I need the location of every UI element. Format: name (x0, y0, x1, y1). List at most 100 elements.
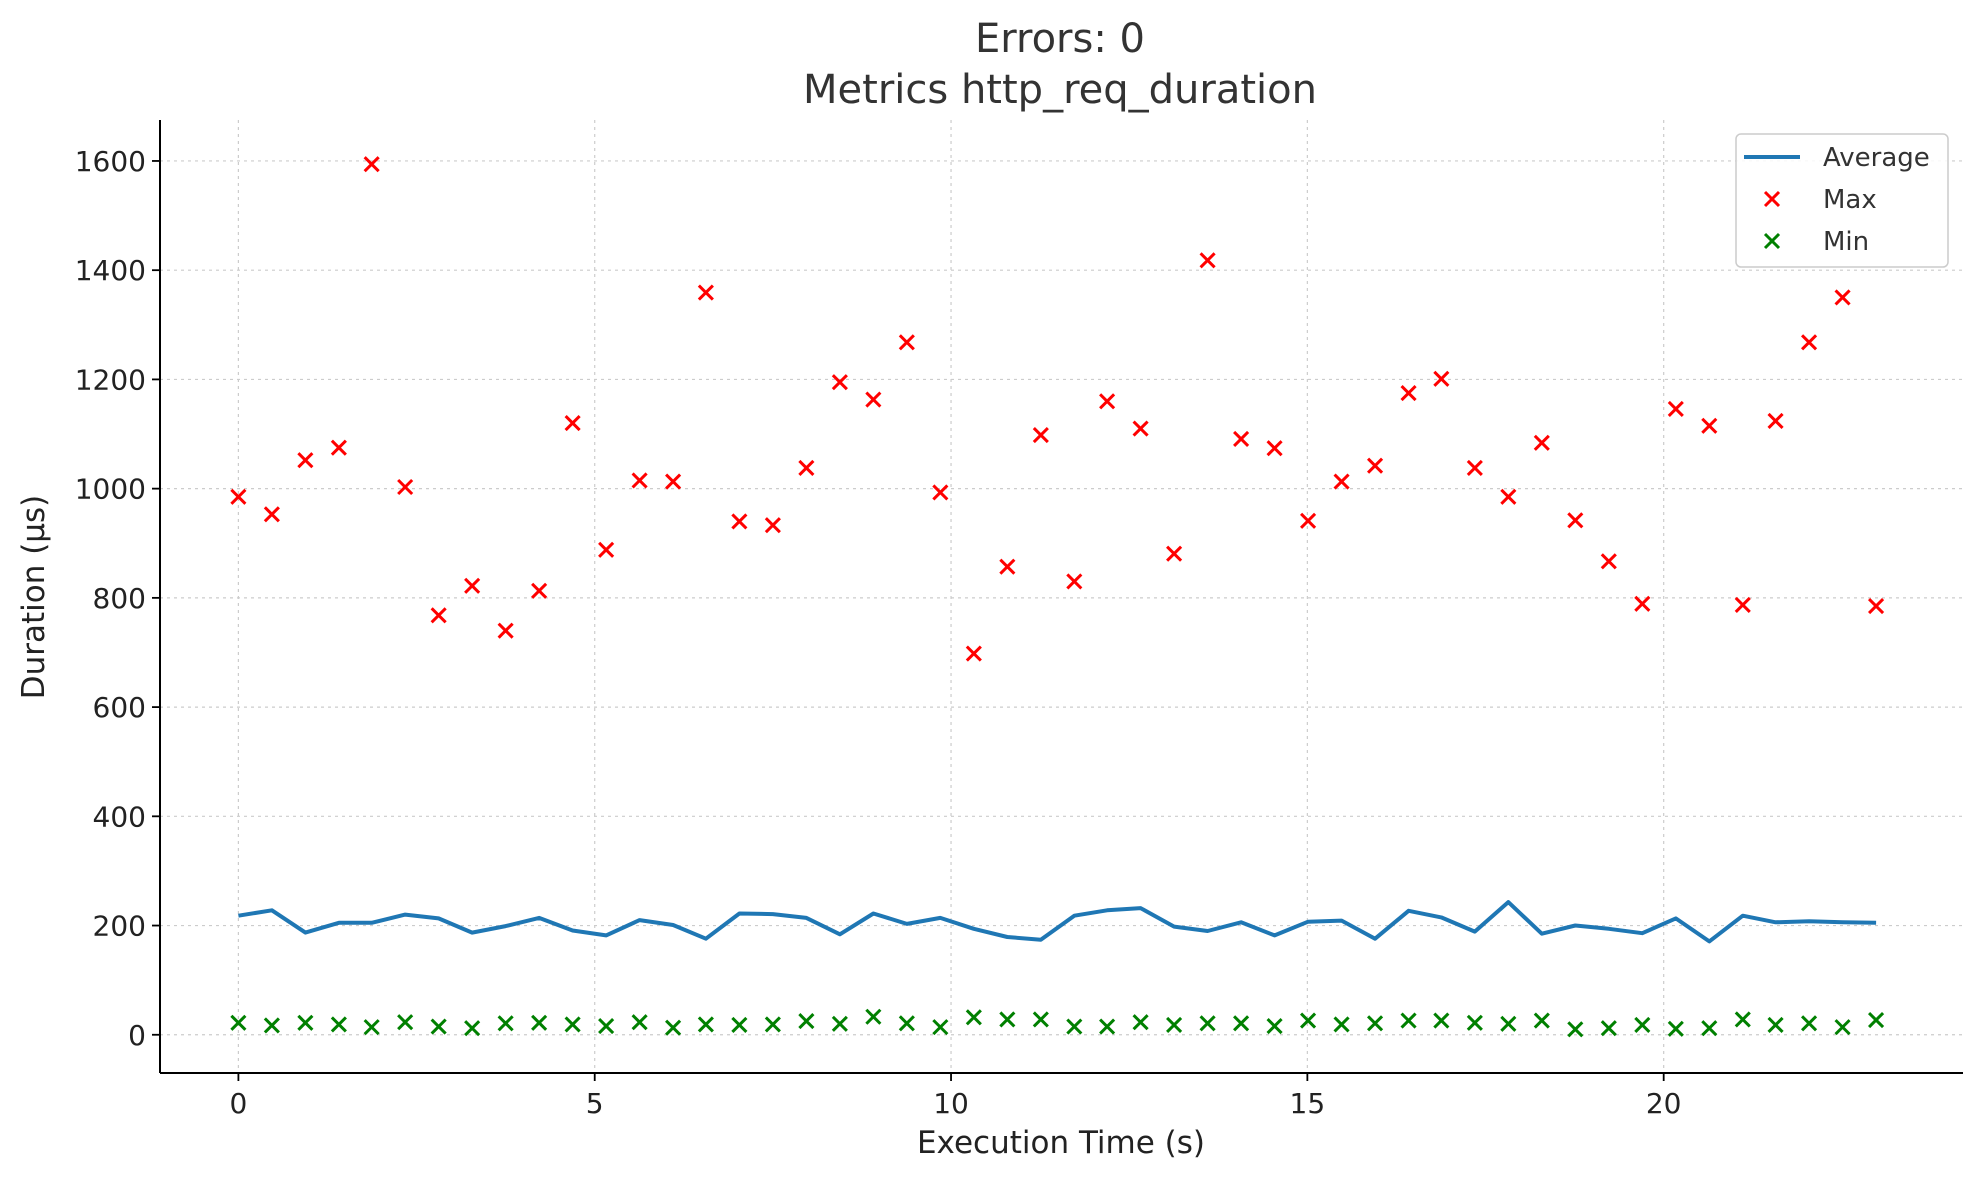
point-min (1333, 1016, 1350, 1033)
point-min (397, 1014, 414, 1031)
point-max (1300, 512, 1317, 529)
point-max (1266, 440, 1283, 457)
point-max (1333, 473, 1350, 490)
point-min (1600, 1020, 1617, 1037)
y-tick-label: 1200 (75, 363, 146, 396)
point-max (1801, 334, 1818, 351)
point-max (898, 334, 915, 351)
x-tick-label: 0 (229, 1087, 247, 1120)
x-axis-label: Execution Time (s) (917, 1125, 1205, 1161)
point-min (363, 1019, 380, 1036)
axes (159, 120, 1963, 1074)
point-max (1066, 573, 1083, 590)
point-min (697, 1016, 714, 1033)
point-max (1199, 252, 1216, 269)
legend-max-marker (1763, 190, 1781, 208)
point-max (1701, 417, 1718, 434)
point-min (297, 1014, 314, 1031)
point-min (1567, 1021, 1584, 1038)
point-min (1667, 1020, 1684, 1037)
y-tick-label: 200 (93, 910, 146, 943)
y-tick-label: 0 (128, 1019, 146, 1052)
point-min (1433, 1012, 1450, 1029)
point-min (230, 1014, 247, 1031)
point-min (531, 1014, 548, 1031)
legend: Average Max Min (1735, 133, 1949, 268)
point-min (598, 1017, 615, 1035)
point-min (665, 1019, 682, 1036)
x-tick-label: 10 (933, 1087, 969, 1120)
series-min (230, 1008, 1885, 1038)
point-min (1132, 1014, 1149, 1031)
plot-area (230, 156, 1885, 1038)
point-max (430, 607, 447, 624)
point-max (1132, 420, 1149, 437)
point-max (1734, 596, 1751, 614)
legend-min-label: Min (1823, 227, 1869, 257)
legend-frame (1735, 133, 1949, 268)
point-max (531, 582, 548, 599)
point-max (865, 391, 882, 408)
point-max (1367, 457, 1384, 474)
point-max (464, 577, 481, 594)
point-max (1600, 553, 1617, 570)
point-min (564, 1016, 581, 1033)
x-tick-label: 20 (1646, 1087, 1682, 1120)
point-min (965, 1009, 982, 1026)
point-max (1400, 385, 1417, 402)
point-max (297, 452, 314, 469)
point-min (497, 1015, 514, 1032)
point-max (1867, 597, 1885, 615)
point-min (764, 1016, 781, 1033)
point-max (263, 506, 280, 523)
point-max (1099, 393, 1116, 410)
point-max (1166, 545, 1183, 562)
series-max (230, 156, 1885, 662)
point-min (831, 1015, 848, 1032)
point-min (1533, 1012, 1550, 1029)
point-max (497, 622, 514, 639)
point-min (1701, 1020, 1718, 1037)
point-min (430, 1018, 447, 1035)
point-max (798, 459, 815, 476)
legend-max-label: Max (1823, 185, 1877, 215)
point-max (932, 484, 949, 501)
point-min (1634, 1016, 1651, 1034)
y-tick-label: 400 (93, 800, 146, 833)
point-max (731, 513, 748, 530)
point-max (1634, 595, 1651, 612)
point-max (1667, 400, 1684, 417)
point-min (898, 1015, 915, 1032)
point-max (965, 645, 982, 662)
point-max (999, 558, 1016, 575)
point-min (731, 1016, 748, 1034)
point-max (564, 415, 581, 432)
point-min (1834, 1019, 1851, 1036)
x-tick-label: 5 (586, 1087, 604, 1120)
point-min (1233, 1015, 1250, 1032)
point-max (1032, 427, 1049, 444)
point-min (932, 1019, 949, 1036)
point-max (1767, 412, 1784, 429)
point-max (1500, 488, 1517, 505)
y-tick-label: 1000 (75, 473, 146, 506)
y-axis-label: Duration (µs) (16, 495, 52, 700)
point-max (397, 478, 414, 496)
point-max (1433, 370, 1450, 387)
point-min (1400, 1012, 1417, 1029)
point-min (464, 1020, 481, 1037)
point-min (1767, 1016, 1784, 1034)
point-min (1734, 1011, 1751, 1028)
y-tick-label: 1400 (75, 254, 146, 287)
point-min (999, 1011, 1016, 1028)
point-min (1500, 1015, 1517, 1032)
point-max (1466, 459, 1483, 476)
point-min (1199, 1015, 1216, 1032)
point-min (263, 1017, 280, 1034)
point-min (1466, 1014, 1483, 1031)
point-max (764, 517, 781, 534)
series-line-average (238, 900, 1877, 944)
point-min (1166, 1016, 1183, 1034)
